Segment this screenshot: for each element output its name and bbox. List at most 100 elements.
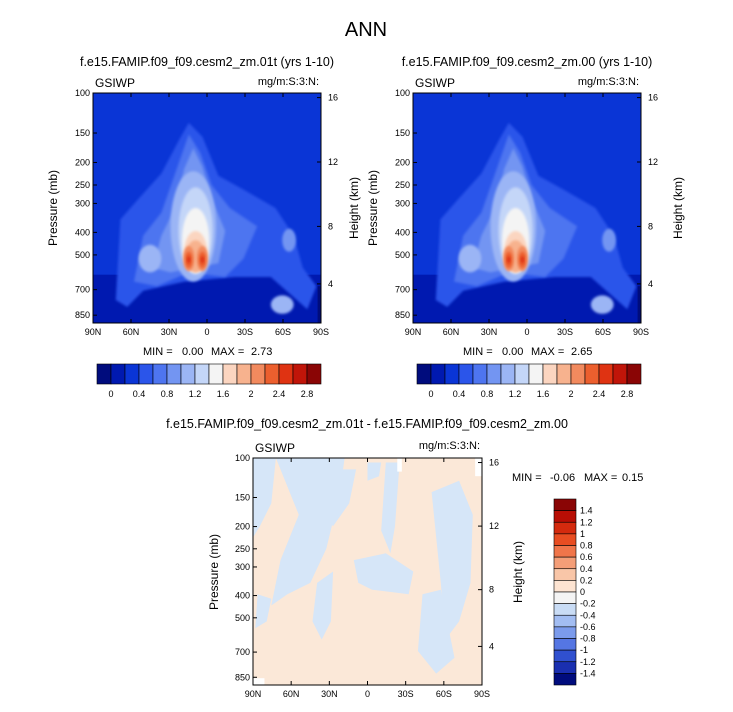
figure-title: ANN [345, 19, 387, 41]
x-tick-label: 90S [313, 327, 329, 337]
colorbar-box [542, 363, 558, 385]
y-tick-label: 150 [395, 128, 410, 138]
colorbar-box [598, 363, 614, 385]
y-tick-label: 100 [395, 88, 410, 98]
y2-axis-label: Height (km) [511, 541, 525, 603]
colorbar-label: 1.4 [580, 506, 593, 516]
y-tick-label: 400 [235, 591, 250, 601]
colorbar-label: 1.2 [580, 517, 593, 527]
y-tick-label: 700 [395, 285, 410, 295]
contour-field [253, 458, 482, 685]
colorbar-label: 0.4 [133, 389, 146, 399]
colorbar-box [553, 673, 577, 686]
colorbar-label: -0.4 [580, 610, 596, 620]
x-tick-label: 30S [237, 327, 253, 337]
x-tick-label: 60S [436, 689, 452, 699]
max-value: 0.15 [622, 472, 643, 484]
colorbar-box [553, 661, 577, 674]
y-tick-label: 300 [395, 198, 410, 208]
colorbar-label: 2.4 [593, 389, 606, 399]
x-tick-label: 30N [321, 689, 338, 699]
difference-band-zero [475, 458, 482, 477]
colorbar-box [553, 603, 577, 616]
colorbar-label: 2.4 [273, 389, 286, 399]
colorbar-box [292, 363, 308, 385]
difference-band-negative [381, 462, 400, 554]
colorbar-box [430, 363, 446, 385]
colorbar-box [553, 498, 577, 511]
min-label: MIN = [512, 472, 542, 484]
min-label: MIN = [463, 346, 493, 358]
colorbar-label: 2.8 [301, 389, 314, 399]
difference-band-negative [253, 458, 276, 538]
difference-band-negative [353, 553, 414, 595]
colorbar-box [180, 363, 196, 385]
x-tick-label: 60N [283, 689, 300, 699]
variable-label: GSIWP [415, 76, 455, 90]
x-tick-label: 90N [85, 327, 102, 337]
min-value: 0.00 [182, 346, 203, 358]
x-tick-label: 0 [204, 327, 209, 337]
colorbar-box [553, 568, 577, 581]
colorbar-label: -0.2 [580, 599, 596, 609]
colorbar-label: 1.2 [509, 389, 522, 399]
panel-title: f.e15.FAMIP.f09_f09.cesm2_zm.00 (yrs 1-1… [402, 55, 653, 69]
y2-tick-label: 8 [489, 585, 494, 595]
y-tick-label: 700 [75, 285, 90, 295]
colorbar-label: 1 [580, 529, 585, 539]
contour-field [93, 93, 321, 323]
contour-band [282, 228, 296, 252]
difference-band-zero [397, 458, 402, 472]
colorbar-box [500, 363, 516, 385]
colorbar-label: 0 [428, 389, 433, 399]
colorbar-label: 0.8 [161, 389, 174, 399]
difference-band-negative [321, 469, 357, 527]
x-tick-label: 30N [161, 327, 178, 337]
panel-model-00: f.e15.FAMIP.f09_f09.cesm2_zm.00 (yrs 1-1… [366, 55, 685, 399]
colorbar-label: 1.6 [537, 389, 550, 399]
difference-band-negative [431, 480, 473, 640]
contour-band [200, 256, 205, 264]
colorbar-label: 0.8 [580, 541, 593, 551]
colorbar-box [138, 363, 154, 385]
y-tick-label: 400 [395, 227, 410, 237]
min-value: -0.06 [550, 472, 575, 484]
y-axis-label: Pressure (mb) [207, 534, 221, 610]
difference-band-negative [417, 589, 455, 674]
colorbar-box [553, 510, 577, 523]
contour-band [270, 295, 294, 314]
y-tick-label: 300 [75, 198, 90, 208]
colorbar-label: 0.2 [580, 575, 593, 585]
colorbar: 0 0.4 0.8 1.2 1.6 2 2.4 2.8 [416, 363, 642, 399]
x-tick-label: 60S [275, 327, 291, 337]
colorbar-label: -1.2 [580, 657, 596, 667]
colorbar-box [250, 363, 266, 385]
colorbar-label: -0.8 [580, 634, 596, 644]
variable-label: GSIWP [95, 76, 135, 90]
y-tick-label: 250 [235, 544, 250, 554]
x-tick-label: 90S [474, 689, 490, 699]
y2-axis-label: Height (km) [347, 177, 361, 239]
y2-tick-label: 16 [489, 458, 499, 468]
y-axis-label: Pressure (mb) [366, 170, 380, 246]
x-tick-label: 0 [365, 689, 370, 699]
x-tick-label: 30N [481, 327, 498, 337]
y-tick-label: 850 [395, 310, 410, 320]
colorbar-box [458, 363, 474, 385]
contour-band [602, 228, 616, 252]
contour-band [506, 256, 511, 264]
y-tick-label: 850 [75, 310, 90, 320]
colorbar-box [553, 626, 577, 639]
y-tick-label: 250 [75, 180, 90, 190]
y2-tick-label: 12 [489, 521, 499, 531]
contour-field [413, 93, 641, 323]
colorbar-label: -1.4 [580, 668, 596, 678]
colorbar-label: 0 [580, 587, 585, 597]
x-tick-label: 60N [123, 327, 140, 337]
colorbar-box [556, 363, 572, 385]
colorbar-box [194, 363, 210, 385]
difference-band-zero [253, 678, 265, 685]
colorbar-box [222, 363, 238, 385]
y-tick-label: 700 [235, 647, 250, 657]
colorbar-box [553, 580, 577, 593]
